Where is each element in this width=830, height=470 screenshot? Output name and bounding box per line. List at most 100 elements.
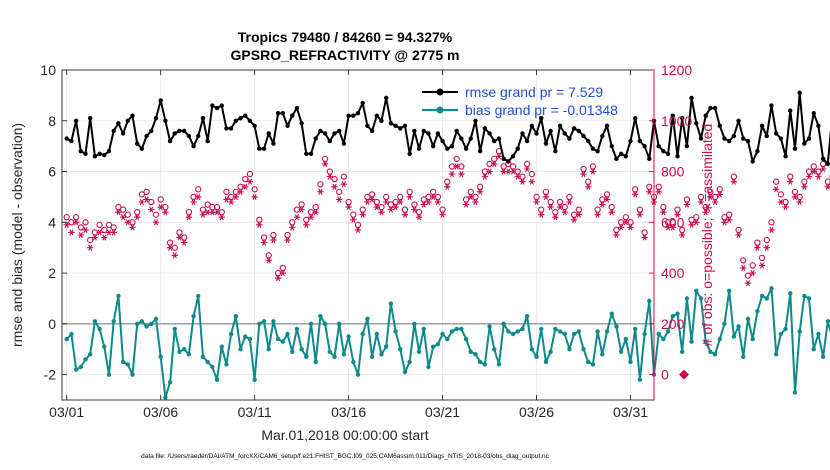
possible-obs-point (523, 160, 531, 168)
assimilated-obs-point (599, 201, 606, 208)
assimilated-obs-point (476, 188, 484, 195)
possible-obs-point (115, 203, 122, 211)
possible-obs-point (204, 201, 211, 208)
chart-subtitle: GPSRO_REFRACTIVITY @ 2775 m (231, 47, 460, 63)
rmse-point (510, 154, 516, 159)
bias-point (294, 326, 300, 332)
possible-obs-point (284, 231, 291, 239)
possible-obs-point (105, 221, 113, 228)
assimilated-obs-point (72, 219, 80, 226)
possible-obs-point (354, 221, 362, 228)
assimilated-obs-point (373, 204, 380, 211)
rmse-point (755, 149, 760, 154)
possible-obs-point (589, 163, 597, 170)
rmse-point (524, 138, 530, 144)
assimilated-obs-point (331, 183, 338, 190)
rmse-point (177, 128, 182, 134)
x-tick-label: 03/31 (613, 404, 648, 420)
assimilated-obs-point (397, 198, 404, 206)
assimilated-obs-point (77, 231, 84, 239)
assimilated-obs-point (138, 198, 146, 206)
assimilated-obs-point (185, 214, 193, 221)
rmse-point (304, 151, 309, 156)
bias-point (106, 372, 112, 377)
rmse-point (567, 136, 572, 141)
bias-point (78, 364, 83, 370)
rmse-point (712, 105, 718, 111)
possible-obs-point (462, 196, 470, 203)
possible-obs-point (744, 272, 752, 279)
rmse-point (341, 141, 347, 146)
bias-point (773, 352, 779, 357)
rmse-point (243, 113, 248, 118)
left-y-axis-label: rmse and bias (model - observation) (9, 123, 25, 347)
rmse-point (360, 100, 365, 106)
bias-point (172, 326, 177, 332)
assimilated-obs-point (246, 178, 254, 185)
possible-obs-point (824, 178, 830, 185)
x-tick-label: 03/26 (519, 404, 554, 420)
assimilated-obs-point (101, 234, 108, 241)
bias-point (252, 377, 257, 382)
assimilated-obs-point (129, 224, 136, 231)
rmse-point (172, 131, 177, 136)
assimilated-obs-point (646, 188, 653, 195)
rmse-point (788, 108, 793, 113)
rmse-point (435, 131, 441, 136)
possible-obs-point (148, 198, 155, 206)
possible-obs-point (773, 178, 780, 185)
rmse-point (233, 118, 239, 123)
bias-point (210, 364, 215, 370)
bias-point (496, 362, 502, 367)
possible-obs-point (542, 188, 550, 195)
possible-obs-point (279, 264, 286, 272)
right-tick-label: 800 (661, 164, 685, 180)
rmse-point (628, 138, 633, 144)
possible-obs-point (364, 193, 371, 201)
bias-point (393, 329, 398, 334)
bias-point (233, 314, 239, 319)
assimilated-obs-point (199, 211, 207, 218)
bias-point (788, 291, 793, 296)
rmse-point (416, 146, 422, 151)
bias-point (365, 316, 370, 321)
assimilated-obs-point (702, 209, 709, 216)
plot-background (62, 70, 654, 400)
bias-point (144, 324, 149, 329)
rmse-point (191, 143, 196, 149)
assimilated-obs-point (321, 160, 329, 167)
bias-point (656, 331, 661, 337)
rmse-point (515, 146, 520, 151)
possible-obs-point (176, 229, 183, 236)
assimilated-obs-point (566, 198, 573, 206)
rmse-point (153, 116, 159, 121)
possible-obs-point (152, 211, 160, 218)
assimilated-obs-point (406, 193, 413, 200)
bias-point (576, 329, 582, 334)
bias-point (327, 349, 333, 354)
bias-point (506, 329, 511, 334)
assimilated-obs-point (627, 224, 634, 231)
bias-point (318, 314, 323, 319)
possible-obs-point (195, 186, 202, 193)
legend-swatch-marker (436, 88, 444, 96)
assimilated-obs-point (472, 198, 479, 206)
assimilated-obs-point (350, 216, 357, 223)
bias-point (285, 331, 290, 337)
right-axis-zero-marker (679, 369, 689, 380)
assimilated-obs-point (453, 163, 460, 170)
assimilated-obs-point (378, 209, 385, 216)
possible-obs-point (101, 226, 108, 234)
possible-obs-point (594, 206, 601, 213)
assimilated-obs-point (63, 221, 70, 228)
bias-point (87, 352, 93, 357)
assimilated-obs-point (265, 257, 272, 264)
assimilated-obs-point (791, 193, 799, 200)
right-tick-label: 0 (661, 367, 669, 383)
assimilated-obs-point (688, 221, 695, 228)
assimilated-obs-point (730, 178, 738, 185)
assimilated-obs-point (448, 171, 456, 178)
assimilated-obs-point (195, 193, 202, 200)
rmse-point (501, 156, 506, 162)
possible-obs-point (317, 181, 324, 188)
